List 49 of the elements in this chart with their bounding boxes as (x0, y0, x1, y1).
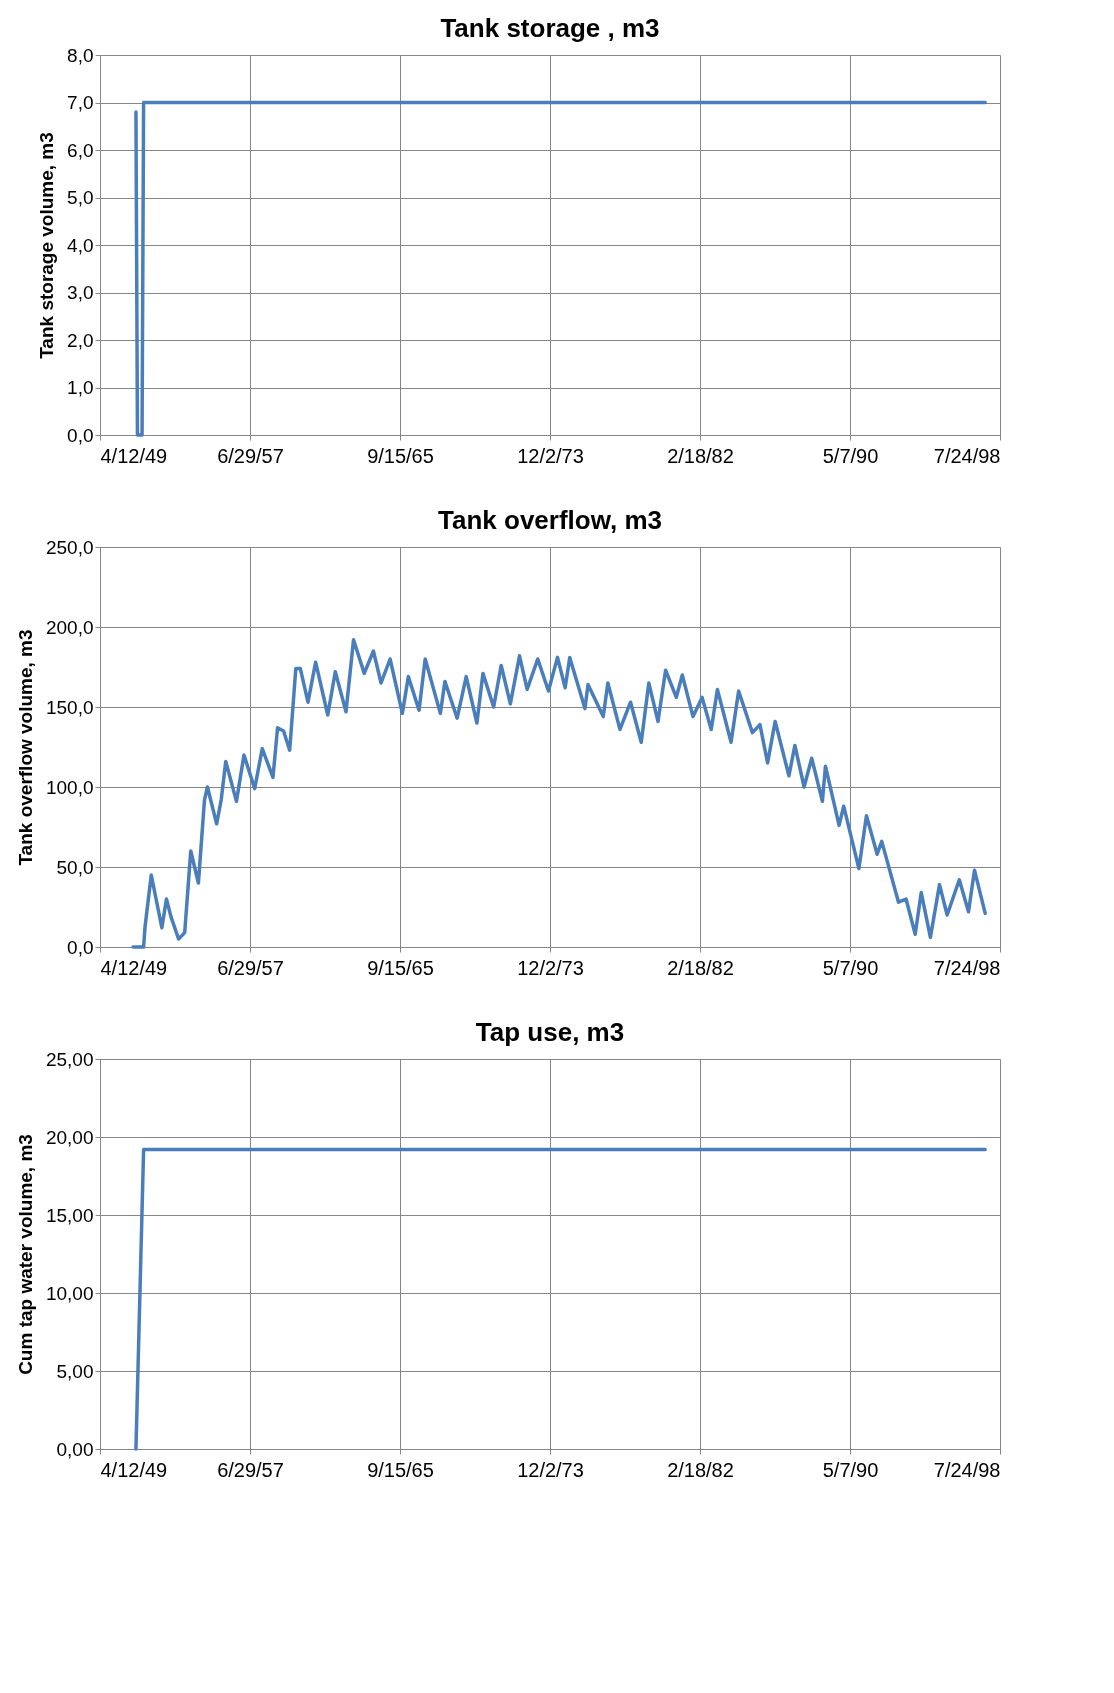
x-tick-label: 4/12/49 (100, 444, 168, 467)
x-tick-label: 5/7/90 (822, 1458, 879, 1481)
x-tick-label: 2/18/82 (667, 444, 734, 467)
y-tick-label: 20,00 (45, 1126, 94, 1148)
y-tick-label: 0,0 (67, 936, 94, 958)
x-tick-label: 7/24/98 (933, 956, 1001, 979)
y-axis-title: Tank overflow volume, m3 (14, 629, 36, 866)
y-tick-label: 200,0 (45, 616, 94, 638)
y-axis-title: Tank storage volume, m3 (36, 132, 58, 359)
y-tick-label: 7,0 (67, 92, 94, 113)
y-tick-label: 15,00 (45, 1204, 94, 1226)
x-tick-label: 9/15/65 (367, 956, 434, 979)
x-tick-label: 12/2/73 (517, 956, 584, 979)
x-tick-label: 12/2/73 (517, 444, 584, 467)
y-tick-label: 100,0 (45, 776, 94, 798)
x-tick-label: 4/12/49 (100, 956, 168, 979)
y-tick-label: 25,00 (45, 1048, 94, 1070)
x-tick-label: 6/29/57 (217, 444, 284, 467)
y-tick-label: 150,0 (45, 696, 94, 718)
y-tick-label: 10,00 (45, 1282, 94, 1304)
y-tick-label: 0,0 (67, 424, 94, 446)
y-tick-label: 3,0 (67, 282, 94, 303)
line-series (131, 638, 987, 949)
x-tick-label: 12/2/73 (517, 1458, 584, 1481)
y-tick-label: 0,00 (56, 1438, 94, 1460)
x-tick-label: 5/7/90 (822, 956, 879, 979)
y-tick-label: 5,00 (56, 1360, 94, 1382)
y-tick-label: 2,0 (67, 329, 94, 351)
y-tick-label: 250,0 (45, 536, 94, 558)
y-tick-label: 1,0 (67, 377, 94, 398)
chart-title: Tank overflow, m3 (438, 505, 662, 535)
x-tick-label: 4/12/49 (100, 1458, 168, 1481)
x-tick-label: 9/15/65 (367, 444, 434, 467)
x-tick-label: 7/24/98 (933, 444, 1001, 467)
x-tick-label: 9/15/65 (367, 1458, 434, 1481)
x-tick-label: 2/18/82 (667, 1458, 734, 1481)
y-tick-label: 6,0 (67, 139, 94, 161)
y-tick-label: 50,0 (56, 856, 94, 878)
x-tick-label: 6/29/57 (217, 1458, 284, 1481)
y-axis-title: Cum tap water volume, m3 (14, 1134, 36, 1375)
chart-title: Tank storage , m3 (440, 13, 660, 43)
y-tick-label: 4,0 (67, 234, 94, 256)
x-tick-label: 7/24/98 (933, 1458, 1001, 1481)
y-tick-label: 8,0 (67, 44, 94, 66)
x-tick-label: 5/7/90 (822, 444, 879, 467)
x-tick-label: 6/29/57 (217, 956, 284, 979)
x-tick-label: 2/18/82 (667, 956, 734, 979)
chart-title: Tap use, m3 (475, 1017, 625, 1047)
y-tick-label: 5,0 (67, 187, 94, 208)
